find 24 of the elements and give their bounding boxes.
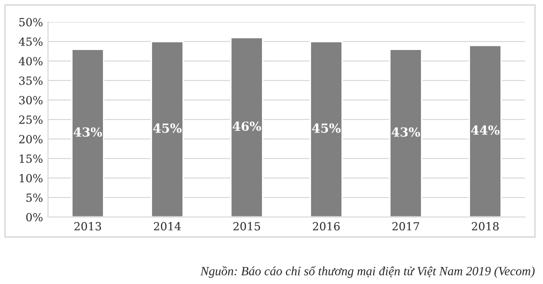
y-tick-label: 25%	[19, 115, 43, 124]
y-tick-label: 20%	[19, 134, 43, 144]
y-tick-label: 40%	[18, 56, 43, 66]
x-tick-label: 2013	[74, 222, 102, 230]
x-tick-label: 2016	[312, 222, 340, 230]
x-tick-label: 2015	[233, 222, 260, 230]
data-label: 45%	[153, 123, 182, 133]
y-tick-label: 0%	[26, 212, 43, 222]
y-tick-label: 30%	[19, 96, 43, 104]
data-label: 43%	[392, 127, 420, 137]
data-label: 45%	[312, 123, 341, 133]
y-tick-label: 10%	[20, 174, 43, 182]
y-tick-label: 50%	[19, 18, 43, 26]
x-tick-label: 2014	[154, 222, 181, 230]
x-tick-label: 2017	[392, 222, 420, 230]
x-tick-label: 2018	[472, 222, 499, 230]
y-tick-label: 15%	[20, 154, 43, 163]
y-tick-label: 45%	[18, 37, 43, 46]
data-label: 46%	[232, 121, 262, 131]
y-tick-label: 5%	[26, 193, 43, 202]
y-tick-label: 35%	[19, 76, 43, 85]
text: Nguồn: Báo cáo chỉ số thương mại điện tử Việt Nam 2019 (Vecom)	[200, 266, 535, 278]
data-label: 43%	[74, 127, 102, 137]
data-label: 44%	[471, 125, 500, 135]
